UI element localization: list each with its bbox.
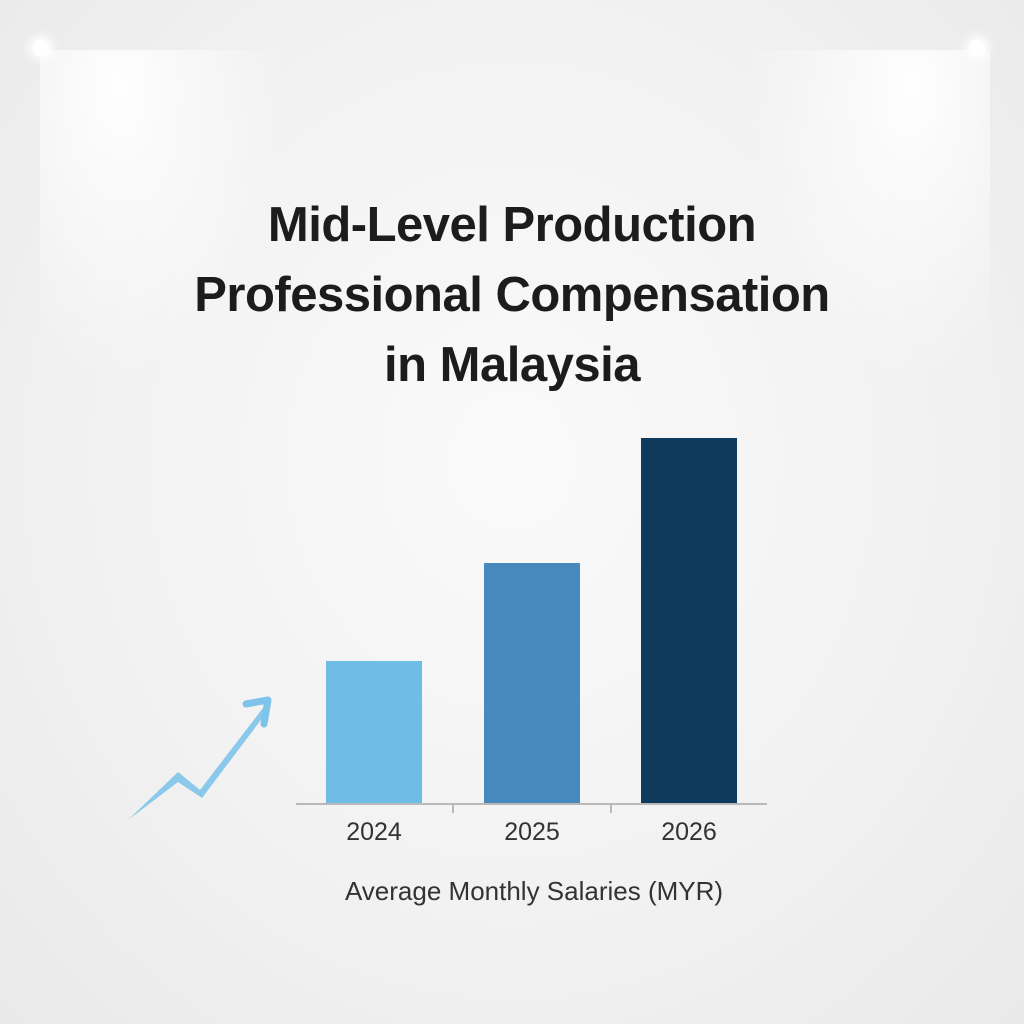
x-tick-label-2025: 2025 [504,818,560,846]
trend-up-arrow-icon [128,696,272,820]
spotlight-left [33,40,49,56]
x-axis-label: Average Monthly Salaries (MYR) [344,876,724,906]
x-axis-line [296,803,767,805]
spotlight-right [969,40,985,56]
chart-title-line-2: Professional Compensation [194,268,830,322]
chart-title-line-3: in Malaysia [384,338,640,392]
bar-2024 [326,661,422,804]
spotlight-beam-left [40,50,300,410]
chart-title: Mid-Level Production Professional Compen… [0,190,1024,400]
x-tick-label-2026: 2026 [661,818,717,846]
spotlight-beam-right [730,50,990,410]
bar-2025 [484,563,580,804]
bar-2026 [641,438,737,804]
x-axis-tick [610,805,612,813]
x-tick-label-2024: 2024 [346,818,402,846]
x-axis-tick [452,805,454,813]
chart-title-line-1: Mid-Level Production [267,198,757,252]
